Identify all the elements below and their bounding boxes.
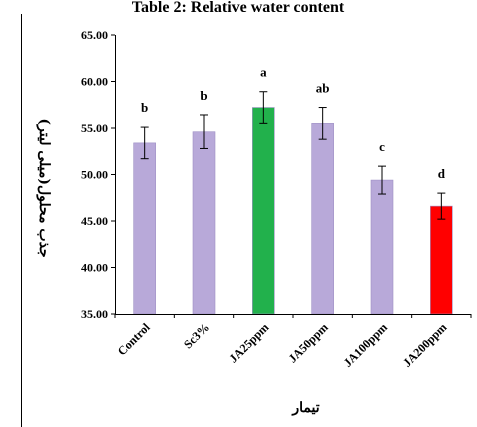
x-axis-title: تیمار [291,400,319,416]
bar-sc3 [192,131,216,315]
y-tick-label: 50.00 [81,168,108,182]
y-tick-label: 60.00 [81,75,108,89]
significance-letter: b [200,88,207,103]
significance-letter: a [260,65,267,80]
significance-letter: d [438,166,446,181]
y-tick-label: 45.00 [81,214,108,228]
significance-letter: b [141,100,148,115]
bar-ja200ppm [430,205,453,315]
y-tick-label: 35.00 [81,307,108,321]
significance-letter: ab [316,81,330,96]
bar-ja100ppm [370,179,394,315]
bar-control [133,142,156,315]
y-tick-label: 55.00 [81,121,108,135]
significance-letter: c [379,139,385,154]
y-tick-label: 65.00 [81,28,108,42]
y-tick-label: 40.00 [81,261,108,275]
bar-ja50ppm [311,123,334,315]
y-axis-title: جذب محلول(میلی لیتر) [36,118,52,257]
bar-ja25ppm [252,107,275,315]
chart-title: Table 2: Relative water content [132,0,345,16]
